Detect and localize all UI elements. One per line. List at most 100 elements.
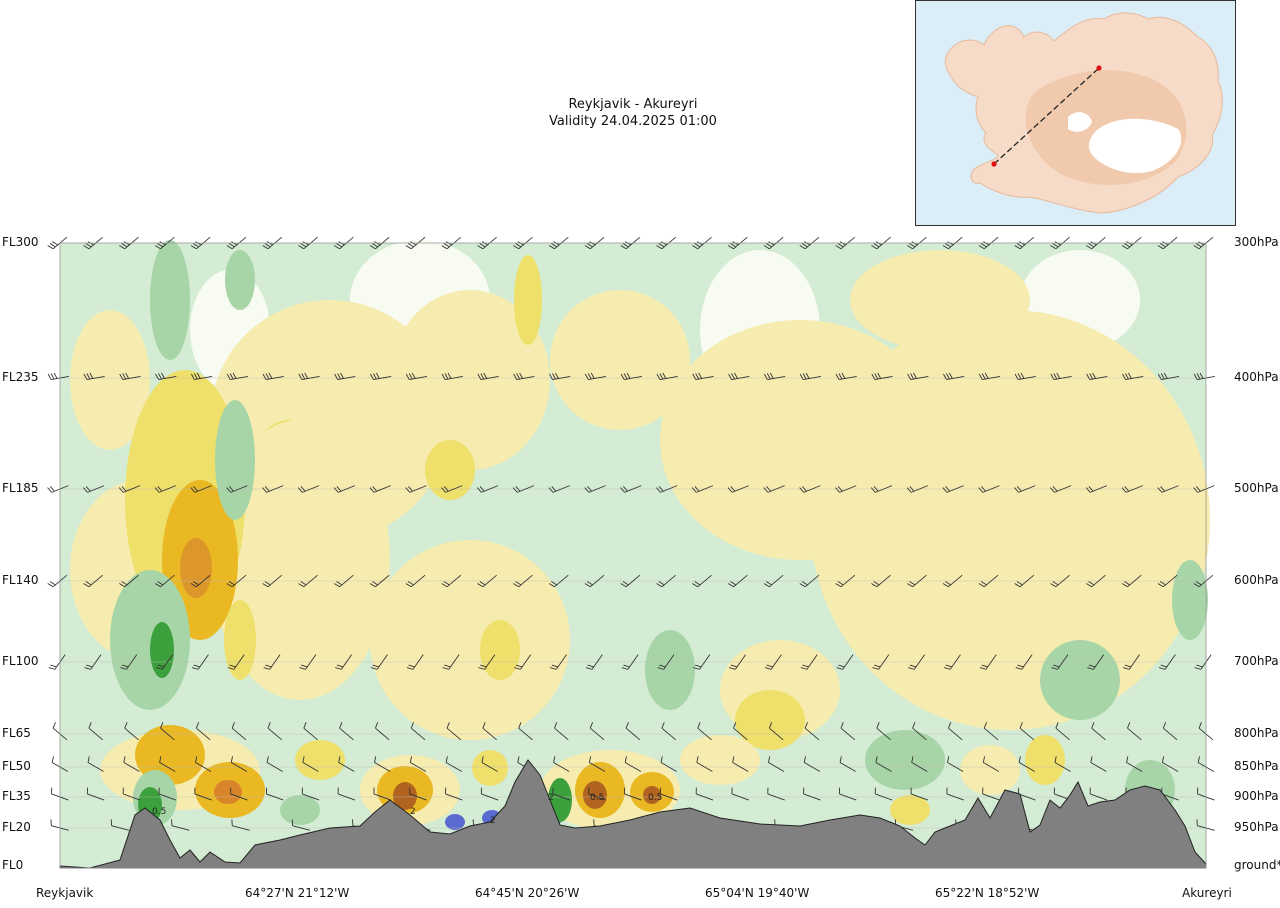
- wind-barb: [122, 787, 141, 801]
- wind-barb: [86, 787, 105, 801]
- wind-barb: [624, 787, 642, 801]
- field-contour-8: [810, 310, 1210, 730]
- wind-barb: [978, 485, 1000, 493]
- wind-barb: [441, 485, 463, 493]
- wind-barb: [262, 372, 284, 381]
- wind-barb: [799, 574, 820, 588]
- wind-barb: [656, 574, 676, 588]
- wind-barb: [298, 372, 320, 381]
- wind-barb: [1014, 372, 1036, 381]
- wind-barb: [477, 574, 497, 588]
- flight-level-label: FL185: [2, 481, 39, 495]
- wind-barb: [374, 722, 390, 741]
- wind-barb: [513, 574, 533, 588]
- wind-barb: [370, 372, 392, 381]
- wind-barb: [911, 756, 928, 772]
- field-contour-34: [214, 780, 242, 804]
- x-tick-label: 65°04'N 19°40'W: [705, 886, 810, 900]
- wind-barb: [1122, 372, 1144, 381]
- wind-barb: [732, 756, 749, 772]
- wind-barb: [47, 372, 69, 381]
- wind-barb: [110, 819, 130, 831]
- wind-barb: [584, 372, 607, 381]
- wind-barb: [171, 819, 190, 831]
- wind-barb: [337, 787, 356, 801]
- field-contour-57: [445, 814, 465, 830]
- wind-barb: [907, 372, 929, 381]
- wind-barb: [334, 372, 356, 381]
- wind-barb: [763, 372, 786, 381]
- wind-barb: [441, 574, 462, 588]
- wind-barb: [191, 654, 209, 670]
- wind-barb: [588, 787, 606, 801]
- wind-barb: [1162, 722, 1178, 741]
- wind-barb: [943, 654, 961, 670]
- wind-barb: [978, 574, 999, 588]
- field-contour-22: [224, 600, 256, 680]
- wind-barb: [1049, 485, 1072, 493]
- wind-barb: [728, 372, 750, 381]
- wind-barb: [154, 485, 176, 493]
- wind-barb: [697, 722, 712, 741]
- wind-barb: [908, 654, 926, 670]
- contour-label: 0.5: [590, 793, 604, 803]
- field-contour-26: [110, 570, 190, 710]
- wind-barb: [119, 574, 139, 588]
- x-tick-label: 64°45'N 20°26'W: [475, 886, 580, 900]
- wind-barb: [158, 787, 177, 801]
- field-contour-47: [295, 740, 345, 780]
- field-contour-54: [280, 795, 320, 825]
- wind-barb: [88, 722, 103, 741]
- wind-barb: [946, 787, 964, 801]
- wind-barb: [910, 787, 929, 801]
- wind-barb: [266, 756, 283, 772]
- terrain-profile: [59, 759, 1207, 869]
- wind-barb: [871, 574, 891, 588]
- wind-barb: [803, 756, 821, 772]
- wind-barb: [656, 372, 678, 381]
- wind-barb: [585, 654, 603, 670]
- wind-barb: [1157, 372, 1180, 381]
- wind-barb: [660, 756, 677, 772]
- wind-barb: [265, 787, 284, 801]
- wind-barb: [231, 722, 247, 741]
- field-contour-49: [890, 795, 930, 825]
- x-tick-label: 64°27'N 21°12'W: [245, 886, 350, 900]
- wind-barb: [840, 722, 856, 741]
- x-tick-label: 65°22'N 18°52'W: [935, 886, 1040, 900]
- wind-barb: [799, 485, 821, 493]
- pressure-level-label: 800hPa: [1234, 726, 1279, 740]
- wind-barb: [696, 756, 713, 772]
- x-tick-label: Akureyri: [1182, 886, 1232, 900]
- wind-barb: [839, 756, 856, 772]
- wind-barb: [190, 372, 213, 381]
- wind-barb: [405, 485, 427, 493]
- wind-barb: [160, 722, 175, 741]
- wind-barb: [512, 485, 535, 493]
- contour-label: 2: [548, 793, 554, 803]
- wind-barb: [410, 722, 426, 741]
- wind-barb: [369, 485, 391, 493]
- flight-level-label: FL100: [2, 654, 39, 668]
- flight-level-label: FL50: [2, 759, 31, 773]
- wind-barb: [226, 372, 249, 381]
- wind-barb: [476, 485, 499, 493]
- field-contour-5: [390, 290, 550, 470]
- field-contour-39: [393, 782, 417, 810]
- field-contour-45: [735, 690, 805, 750]
- wind-barb: [942, 574, 963, 588]
- wind-barb: [1157, 485, 1179, 493]
- wind-barb: [768, 756, 785, 772]
- wind-barb: [1050, 372, 1072, 381]
- wind-barb: [333, 485, 356, 493]
- wind-barb: [625, 722, 641, 741]
- wind-barb: [226, 574, 247, 588]
- contour-label: 2: [410, 807, 416, 817]
- wind-barb: [1086, 372, 1108, 381]
- pressure-level-label: ground*: [1234, 858, 1280, 872]
- wind-barb: [333, 574, 354, 588]
- wind-barb: [405, 372, 428, 381]
- wind-barb: [767, 787, 785, 801]
- wind-barb: [588, 756, 606, 772]
- wind-barb: [624, 756, 642, 772]
